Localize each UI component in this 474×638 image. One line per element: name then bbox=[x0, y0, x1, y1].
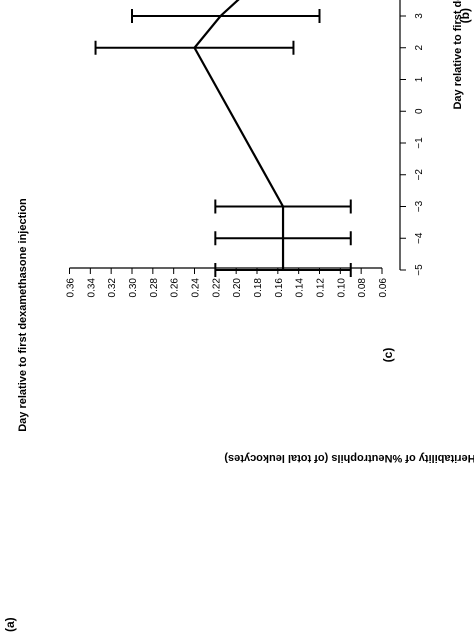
y-tick-label: 0.24 bbox=[191, 278, 202, 298]
panel-b-label: (b) bbox=[458, 8, 472, 23]
x-ticks: −5 −4 −3 −2 −1 0 1 2 3 bbox=[400, 13, 425, 276]
x-tick-label: −1 bbox=[414, 137, 425, 149]
x-tick-label: −5 bbox=[414, 264, 425, 276]
y-tick-label: 0.32 bbox=[107, 278, 118, 298]
x-tick-label: 3 bbox=[414, 13, 425, 19]
x-tick-label: −3 bbox=[414, 200, 425, 212]
y-tick-label: 0.28 bbox=[149, 278, 160, 298]
x-tick-label: 1 bbox=[414, 76, 425, 82]
x-tick-label: −4 bbox=[414, 232, 425, 244]
y-tick-label: 0.34 bbox=[86, 278, 97, 298]
y-tick-label: 0.10 bbox=[336, 278, 347, 298]
y-axis-title: Heritability of %Neutrophils (of total l… bbox=[224, 452, 474, 464]
chart-panel-c: 0.06 0.08 0.10 0.12 0.14 0.16 0.18 0.20 0.22 0.24… bbox=[66, 0, 425, 298]
y-tick-label: 0.26 bbox=[170, 278, 181, 298]
y-tick-label: 0.30 bbox=[128, 278, 139, 298]
x-tick-label: −2 bbox=[414, 169, 425, 181]
y-tick-label: 0.20 bbox=[232, 278, 243, 298]
x-axis-title-partial: Day relative to first dexame bbox=[452, 0, 464, 110]
panel-a-axis-title: Day relative to first dexamethasone inje… bbox=[17, 198, 29, 432]
y-tick-label: 0.08 bbox=[357, 278, 368, 298]
x-tick-label: 0 bbox=[414, 108, 425, 114]
panel-a-label: (a) bbox=[3, 617, 17, 632]
y-tick-label: 0.22 bbox=[211, 278, 222, 298]
y-tick-label: 0.12 bbox=[316, 278, 327, 298]
y-tick-label: 0.18 bbox=[253, 278, 264, 298]
y-tick-label: 0.36 bbox=[66, 278, 77, 298]
panel-c-label: (c) bbox=[381, 348, 395, 363]
y-tick-label: 0.14 bbox=[295, 278, 306, 298]
y-tick-label: 0.06 bbox=[378, 278, 389, 298]
series-line bbox=[193, 0, 285, 270]
y-ticks: 0.06 0.08 0.10 0.12 0.14 0.16 0.18 0.20 0.22 0.24… bbox=[66, 268, 389, 298]
x-tick-label: 2 bbox=[414, 45, 425, 51]
y-tick-label: 0.16 bbox=[274, 278, 285, 298]
error-bars bbox=[94, 9, 352, 277]
